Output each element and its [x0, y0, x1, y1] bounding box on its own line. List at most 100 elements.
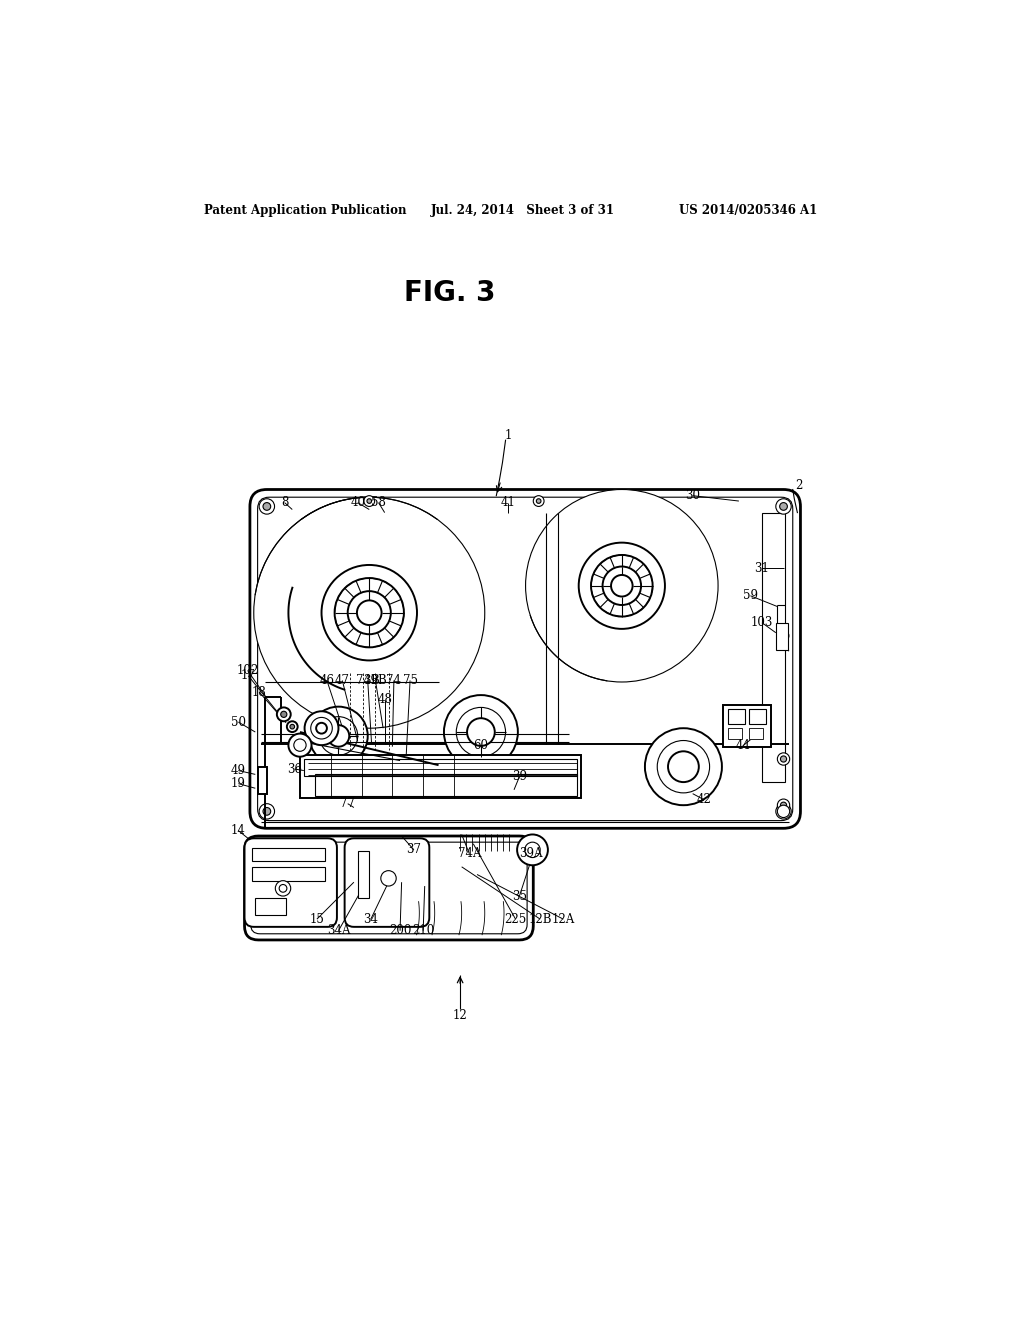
Text: 74A: 74A — [458, 847, 481, 861]
Circle shape — [289, 734, 311, 756]
Text: 59: 59 — [742, 589, 758, 602]
Circle shape — [364, 496, 375, 507]
Circle shape — [381, 871, 396, 886]
Bar — [728, 709, 745, 725]
Text: 39: 39 — [512, 770, 527, 783]
Bar — [252, 847, 326, 862]
Circle shape — [525, 490, 718, 682]
Text: 8: 8 — [281, 496, 288, 510]
Text: 36: 36 — [287, 763, 302, 776]
Bar — [776, 623, 788, 649]
Text: 47: 47 — [335, 675, 350, 686]
Bar — [300, 755, 581, 797]
Circle shape — [294, 739, 306, 751]
Text: 35: 35 — [512, 890, 527, 903]
Text: 1: 1 — [504, 429, 512, 442]
Bar — [258, 767, 267, 793]
Text: 17: 17 — [241, 669, 256, 682]
Text: 41: 41 — [501, 496, 515, 510]
Text: US 2014/0205346 A1: US 2014/0205346 A1 — [679, 205, 817, 218]
Circle shape — [517, 834, 548, 866]
Bar — [749, 709, 766, 725]
Text: 39A: 39A — [519, 847, 543, 861]
Circle shape — [328, 725, 349, 747]
Circle shape — [781, 634, 785, 638]
Circle shape — [645, 729, 722, 805]
Text: 210: 210 — [412, 924, 434, 937]
Bar — [357, 851, 370, 898]
Circle shape — [263, 808, 270, 816]
Circle shape — [281, 711, 287, 718]
Text: 2: 2 — [796, 479, 803, 492]
Circle shape — [357, 601, 382, 626]
Circle shape — [254, 498, 484, 729]
FancyBboxPatch shape — [245, 838, 337, 927]
Circle shape — [776, 499, 792, 515]
Circle shape — [335, 578, 403, 647]
Text: 74: 74 — [386, 675, 401, 686]
Circle shape — [348, 591, 391, 635]
Circle shape — [657, 741, 710, 793]
Circle shape — [259, 804, 274, 818]
Text: 30: 30 — [685, 490, 700, 502]
Text: 46: 46 — [319, 675, 335, 686]
Circle shape — [777, 799, 790, 812]
Bar — [749, 729, 763, 739]
Text: 58: 58 — [371, 496, 386, 510]
Circle shape — [316, 723, 327, 734]
Text: 102: 102 — [237, 664, 259, 677]
FancyBboxPatch shape — [250, 490, 801, 829]
Text: 50: 50 — [230, 715, 246, 729]
Bar — [728, 729, 742, 739]
Text: 44: 44 — [735, 739, 751, 752]
Circle shape — [467, 718, 495, 746]
Text: 12A: 12A — [552, 912, 574, 925]
Circle shape — [444, 696, 518, 770]
Text: 37: 37 — [407, 843, 422, 857]
Circle shape — [602, 566, 641, 605]
Text: 40: 40 — [350, 496, 366, 510]
Text: 34: 34 — [364, 912, 378, 925]
Text: 15: 15 — [309, 912, 325, 925]
Text: 200: 200 — [389, 924, 412, 937]
Circle shape — [276, 708, 291, 721]
Text: 60: 60 — [473, 739, 488, 752]
Text: FIG. 3: FIG. 3 — [404, 279, 496, 308]
Circle shape — [275, 880, 291, 896]
Circle shape — [579, 543, 665, 628]
Circle shape — [304, 711, 339, 744]
Circle shape — [367, 499, 372, 503]
Circle shape — [280, 884, 287, 892]
Circle shape — [780, 756, 786, 762]
Bar — [762, 512, 785, 781]
Text: 19: 19 — [231, 777, 246, 791]
Circle shape — [259, 499, 274, 515]
Circle shape — [457, 708, 506, 756]
Circle shape — [537, 499, 541, 503]
Circle shape — [779, 503, 787, 511]
Text: Patent Application Publication: Patent Application Publication — [204, 205, 407, 218]
Circle shape — [287, 721, 298, 733]
Bar — [255, 898, 286, 915]
Bar — [724, 705, 771, 747]
Circle shape — [777, 752, 790, 766]
Bar — [315, 775, 578, 796]
Text: 39B: 39B — [364, 675, 387, 686]
Text: 34A: 34A — [327, 924, 350, 937]
Bar — [252, 867, 326, 880]
Circle shape — [776, 804, 792, 818]
Text: 74B: 74B — [356, 675, 380, 686]
Bar — [304, 759, 578, 776]
Circle shape — [309, 706, 368, 766]
Circle shape — [290, 725, 295, 729]
Text: 48: 48 — [377, 693, 392, 706]
FancyBboxPatch shape — [245, 836, 534, 940]
Text: 49: 49 — [230, 764, 246, 777]
Circle shape — [310, 718, 333, 739]
Circle shape — [611, 576, 633, 597]
Circle shape — [534, 496, 544, 507]
Circle shape — [319, 717, 357, 755]
Circle shape — [778, 631, 788, 642]
Circle shape — [668, 751, 698, 781]
Text: 31: 31 — [755, 561, 769, 574]
